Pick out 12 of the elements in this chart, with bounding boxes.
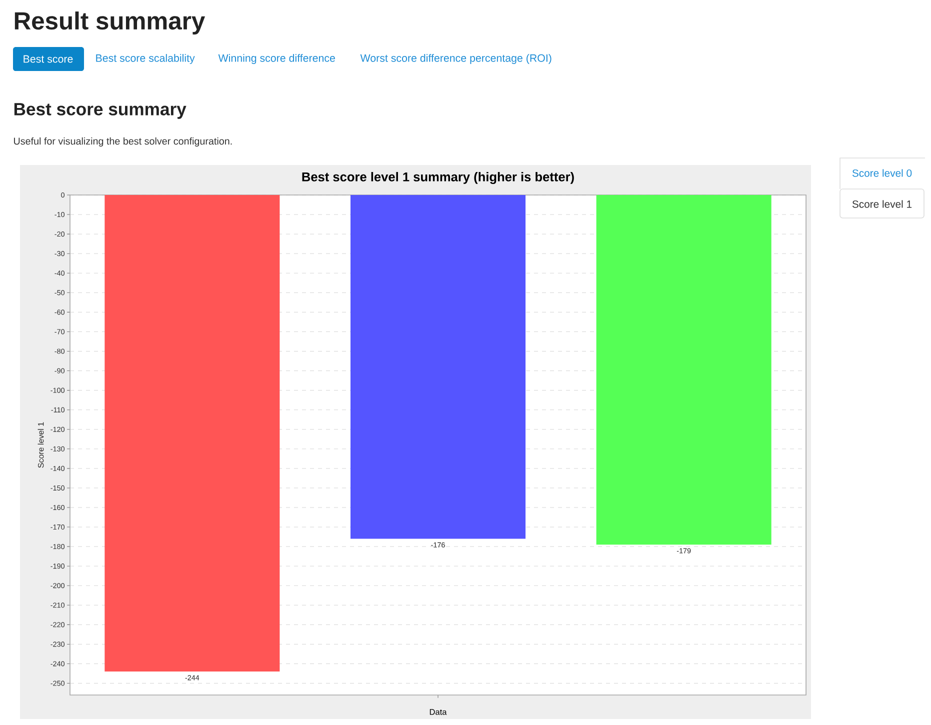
text: Score level 0	[852, 169, 912, 177]
text: Best score summary	[14, 103, 186, 119]
text: Worst score difference percentage (ROI)	[360, 54, 552, 64]
text: Best score	[24, 55, 73, 63]
text: Score level 1	[852, 200, 912, 208]
y-axis-title: Score level 1	[38, 422, 44, 468]
text: Winning score difference	[218, 54, 335, 64]
text: Best score scalability	[96, 54, 195, 64]
chart-title: Best score level 1 summary (higher is better)	[302, 172, 574, 184]
text: Result summary	[14, 11, 206, 34]
x-axis-title: Data	[430, 709, 447, 715]
text: Useful for visualizing the best solver configuration.	[14, 137, 232, 147]
